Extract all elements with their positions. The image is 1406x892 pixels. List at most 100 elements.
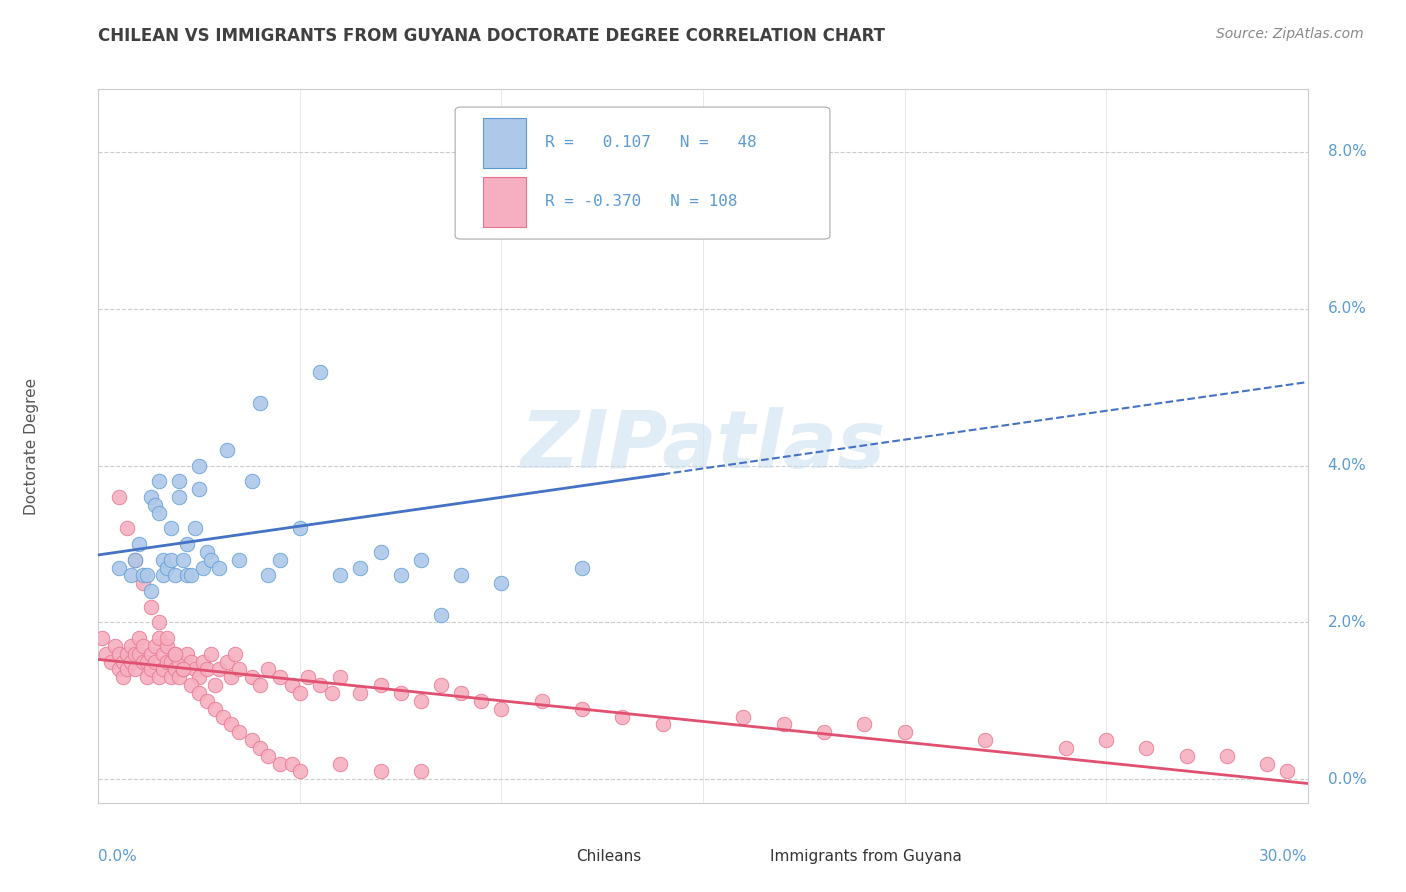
Point <box>120 568 142 582</box>
Point <box>135 655 157 669</box>
Point <box>143 655 166 669</box>
Point <box>733 709 755 723</box>
Point <box>180 678 202 692</box>
Point <box>120 655 142 669</box>
Point <box>221 717 243 731</box>
Point <box>228 725 250 739</box>
Point <box>200 552 222 566</box>
Point <box>115 663 138 677</box>
Point <box>91 631 114 645</box>
Point <box>152 552 174 566</box>
Point <box>249 396 271 410</box>
Point <box>167 670 190 684</box>
Point <box>195 663 218 677</box>
Point <box>167 475 190 489</box>
Point <box>571 560 593 574</box>
Point <box>1135 740 1157 755</box>
Point <box>193 655 215 669</box>
Point <box>163 647 186 661</box>
Point <box>228 552 250 566</box>
Point <box>139 663 162 677</box>
Point <box>107 647 129 661</box>
Point <box>184 521 207 535</box>
Text: Source: ZipAtlas.com: Source: ZipAtlas.com <box>1216 27 1364 41</box>
Point <box>132 568 155 582</box>
Point <box>813 725 835 739</box>
Point <box>329 568 352 582</box>
Point <box>409 694 432 708</box>
Point <box>249 740 271 755</box>
Point <box>240 670 263 684</box>
Point <box>288 686 311 700</box>
Point <box>651 200 673 214</box>
Point <box>1216 748 1239 763</box>
Point <box>139 647 162 661</box>
Point <box>124 663 146 677</box>
Text: Chileans: Chileans <box>576 849 641 863</box>
Point <box>1054 740 1077 755</box>
Point <box>200 647 222 661</box>
Point <box>103 639 125 653</box>
Point <box>152 568 174 582</box>
Point <box>124 552 146 566</box>
Point <box>156 655 179 669</box>
Point <box>193 560 215 574</box>
Point <box>107 663 129 677</box>
Text: R = -0.370   N = 108: R = -0.370 N = 108 <box>544 194 737 210</box>
Point <box>204 702 226 716</box>
Point <box>160 655 183 669</box>
Point <box>208 663 231 677</box>
Point <box>349 560 371 574</box>
Bar <box>727 840 761 874</box>
Point <box>349 686 371 700</box>
Point <box>409 764 432 779</box>
Point <box>111 655 134 669</box>
Point <box>370 764 392 779</box>
Point <box>148 615 170 630</box>
Point <box>176 647 198 661</box>
Point <box>188 482 211 496</box>
Text: R =   0.107   N =   48: R = 0.107 N = 48 <box>544 136 756 150</box>
Point <box>124 647 146 661</box>
Point <box>188 458 211 473</box>
Point <box>217 655 239 669</box>
Point <box>163 663 186 677</box>
Point <box>107 490 129 504</box>
Point <box>124 552 146 566</box>
Point <box>135 568 157 582</box>
Text: 0.0%: 0.0% <box>1327 772 1367 787</box>
Point <box>132 639 155 653</box>
Point <box>96 647 118 661</box>
Point <box>180 568 202 582</box>
Bar <box>482 118 526 168</box>
Point <box>167 490 190 504</box>
Bar <box>482 177 526 227</box>
Point <box>1256 756 1278 771</box>
FancyBboxPatch shape <box>456 107 830 239</box>
Point <box>120 639 142 653</box>
Point <box>269 756 291 771</box>
Point <box>281 678 304 692</box>
Point <box>221 670 243 684</box>
Text: 0.0%: 0.0% <box>98 849 138 864</box>
Point <box>329 670 352 684</box>
Point <box>195 545 218 559</box>
Point <box>217 442 239 457</box>
Point <box>571 702 593 716</box>
Point <box>430 678 453 692</box>
Point <box>128 537 150 551</box>
Point <box>224 647 246 661</box>
Text: Immigrants from Guyana: Immigrants from Guyana <box>769 849 962 863</box>
Point <box>148 670 170 684</box>
Point <box>389 686 412 700</box>
Point <box>135 670 157 684</box>
Point <box>152 647 174 661</box>
Point <box>491 702 513 716</box>
Point <box>208 560 231 574</box>
Point <box>249 678 271 692</box>
Point <box>612 709 634 723</box>
Point <box>228 663 250 677</box>
Point <box>256 663 278 677</box>
Point <box>184 663 207 677</box>
Point <box>160 670 183 684</box>
